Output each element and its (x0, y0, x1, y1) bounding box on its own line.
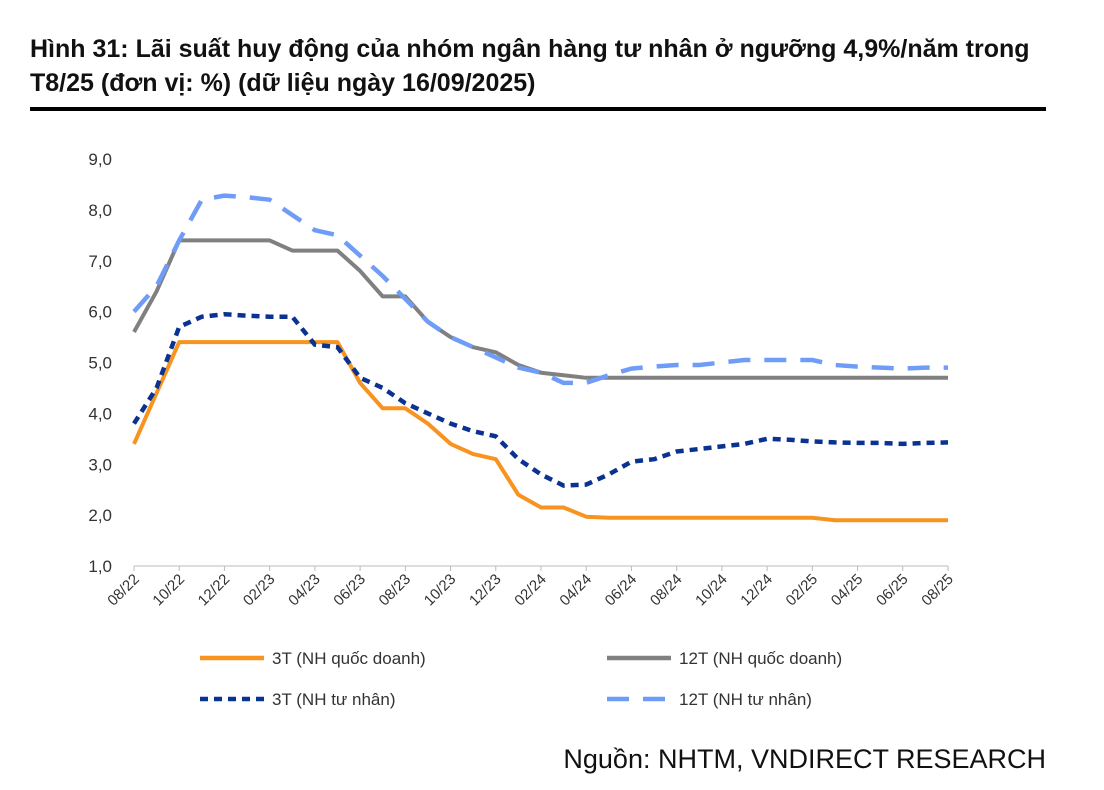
x-tick-label: 12/22 (195, 571, 234, 610)
legend-label: 3T (NH quốc doanh) (272, 649, 426, 668)
x-tick-label: 10/22 (149, 571, 188, 610)
title-divider (30, 107, 1046, 111)
x-tick-label: 12/23 (466, 571, 505, 610)
x-tick-label: 08/22 (104, 571, 143, 610)
legend-label: 12T (NH tư nhân) (679, 690, 812, 709)
x-tick-label: 02/24 (511, 571, 550, 610)
chart-title: Hình 31: Lãi suất huy động của nhóm ngân… (30, 35, 1030, 97)
x-tick-label: 04/23 (285, 571, 324, 610)
x-tick-label: 08/24 (647, 571, 686, 610)
legend-label: 12T (NH quốc doanh) (679, 649, 842, 668)
series-line-2 (132, 238, 948, 380)
x-tick-label: 08/23 (376, 571, 415, 610)
x-tick-label: 04/25 (828, 571, 867, 610)
x-tick-label: 06/23 (330, 571, 369, 610)
series-line-3 (132, 311, 949, 488)
y-tick-label: 6,0 (88, 303, 112, 322)
x-tick-label: 08/25 (918, 571, 957, 610)
x-tick-label: 06/24 (602, 571, 641, 610)
series-line-4 (132, 193, 948, 386)
x-tick-label: 10/23 (421, 571, 460, 610)
y-tick-label: 5,0 (88, 354, 112, 373)
x-tick-label: 02/23 (240, 571, 279, 610)
x-tick-label: 06/25 (873, 571, 912, 610)
y-tick-label: 3,0 (88, 455, 112, 474)
y-tick-label: 2,0 (88, 506, 112, 525)
x-tick-label: 02/25 (783, 571, 822, 610)
y-tick-label: 8,0 (88, 201, 112, 220)
y-tick-label: 4,0 (88, 404, 112, 423)
legend-label: 3T (NH tư nhân) (272, 690, 396, 709)
series-line-1 (132, 340, 948, 523)
source-note: Nguồn: NHTM, VNDIRECT RESEARCH (563, 744, 1046, 774)
x-tick-label: 04/24 (556, 571, 595, 610)
y-tick-label: 7,0 (88, 252, 112, 271)
x-tick-label: 12/24 (737, 571, 776, 610)
y-tick-label: 1,0 (88, 557, 112, 576)
x-tick-label: 10/24 (692, 571, 731, 610)
y-tick-label: 9,0 (88, 150, 112, 169)
